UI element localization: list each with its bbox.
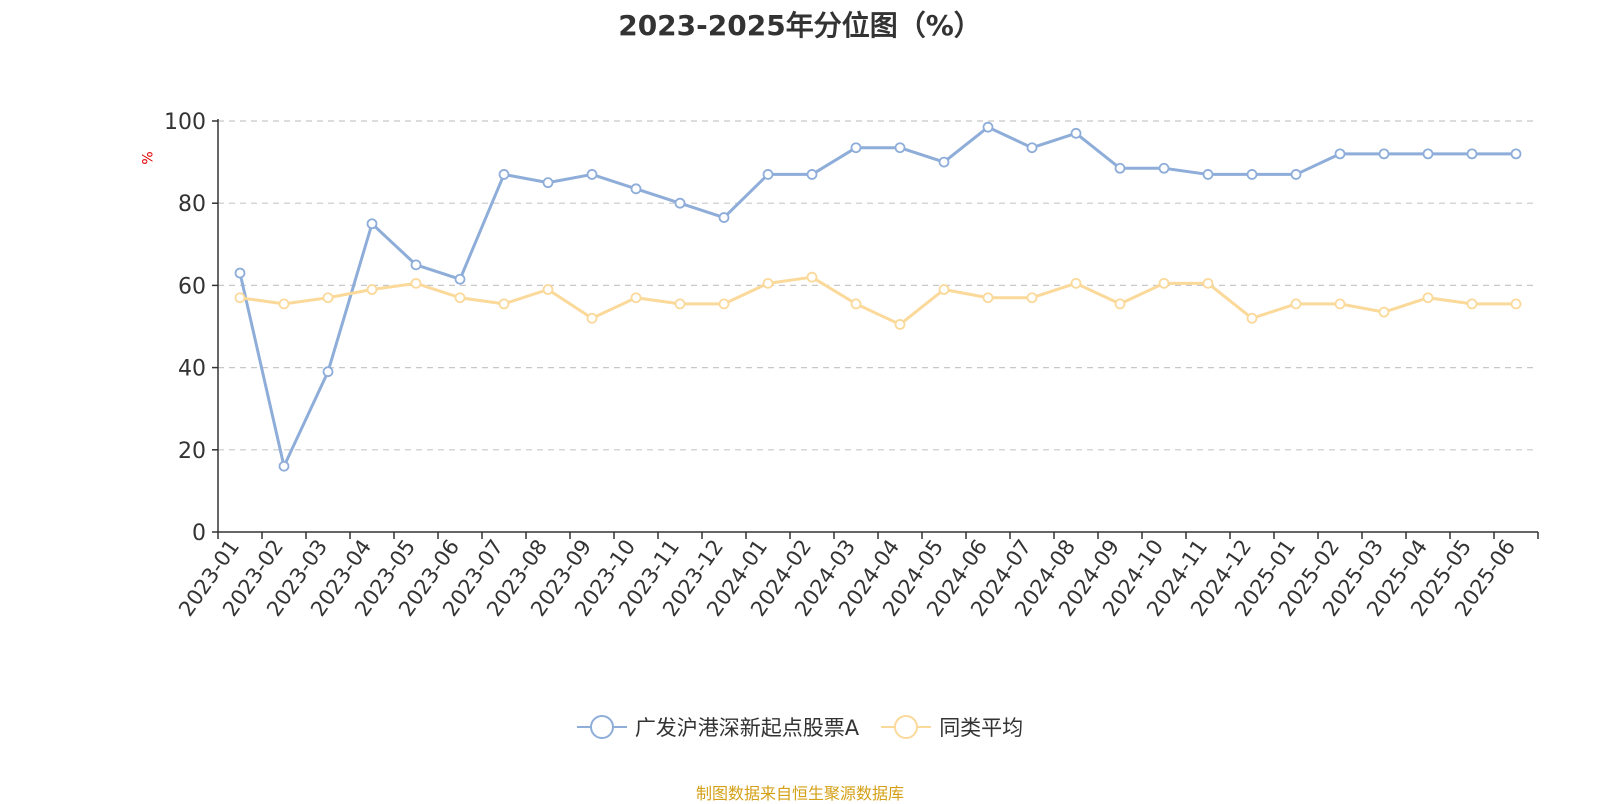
data-point — [806, 271, 818, 283]
data-point — [630, 292, 642, 304]
data-point — [1378, 148, 1390, 160]
data-point — [366, 284, 378, 295]
data-point — [410, 259, 422, 271]
data-point — [454, 292, 466, 304]
data-point — [762, 169, 774, 180]
chart-title: 2023-2025年分位图（%） — [618, 9, 982, 42]
data-point — [1158, 162, 1170, 174]
legend-swatch-icon — [576, 715, 627, 739]
data-point — [586, 169, 598, 180]
data-point — [1202, 277, 1214, 289]
data-point — [718, 212, 730, 223]
line-chart: 0 20 40 60 80 100 2023-012023-022023-032023-0… — [164, 110, 1539, 621]
data-point — [1466, 298, 1478, 310]
data-point — [410, 277, 422, 289]
gridlines — [218, 120, 1538, 451]
data-point — [1466, 148, 1478, 160]
data-point — [542, 177, 554, 189]
data-point — [982, 292, 994, 304]
y-tick-label: 100 — [164, 110, 206, 135]
data-point — [1510, 148, 1522, 160]
legend: 广发沪港深新起点股票A 同类平均 — [0, 712, 1600, 742]
data-point — [234, 267, 246, 279]
y-axis-ticks: 0 20 40 60 80 100 — [164, 110, 218, 546]
data-point — [1246, 312, 1258, 324]
data-point — [674, 197, 686, 209]
data-point — [1202, 169, 1214, 180]
data-point — [1114, 162, 1126, 174]
y-tick-label: 40 — [178, 357, 206, 382]
legend-label: 同类平均 — [939, 716, 1024, 740]
data-point — [1422, 292, 1434, 304]
y-tick-label: 20 — [178, 439, 206, 464]
data-point — [1070, 127, 1082, 139]
legend-item-series-0[interactable]: 广发沪港深新起点股票A — [576, 712, 860, 742]
legend-label: 广发沪港深新起点股票A — [634, 716, 860, 740]
data-point — [234, 292, 246, 304]
legend-swatch-icon — [881, 715, 932, 739]
data-point — [1334, 298, 1346, 310]
y-tick-label: 0 — [192, 521, 206, 546]
data-point — [498, 298, 510, 310]
data-point — [1114, 298, 1126, 310]
data-point — [1158, 277, 1170, 289]
data-point — [762, 277, 774, 289]
data-point — [1334, 148, 1346, 160]
data-point — [542, 284, 554, 295]
data-point — [718, 298, 730, 310]
data-point — [894, 142, 906, 154]
data-point — [498, 169, 510, 180]
axes — [217, 119, 1538, 533]
data-point — [806, 169, 818, 180]
data-point — [850, 298, 862, 310]
data-point — [674, 298, 686, 310]
data-point — [322, 366, 334, 378]
data-point — [322, 292, 334, 304]
data-point — [938, 284, 950, 295]
data-point — [366, 218, 378, 230]
data-point — [586, 312, 598, 324]
data-point — [1422, 148, 1434, 160]
series-line-0 — [238, 125, 1516, 468]
data-point — [894, 319, 906, 330]
data-point — [278, 298, 290, 310]
y-tick-label: 80 — [178, 192, 206, 217]
data-point — [1290, 298, 1302, 310]
data-point — [1070, 277, 1082, 289]
data-point — [454, 273, 466, 285]
data-point — [1026, 142, 1038, 154]
source-note: 制图数据来自恒生聚源数据库 — [695, 784, 904, 803]
data-point — [1510, 298, 1522, 310]
series-line-1 — [239, 275, 1516, 326]
data-point — [1246, 169, 1258, 180]
data-point — [938, 156, 950, 168]
data-point — [982, 121, 994, 133]
data-point — [278, 460, 290, 472]
data-point — [1290, 169, 1302, 180]
series-group — [234, 121, 1522, 472]
x-axis-ticks: 2023-012023-022023-032023-042023-052023-… — [174, 532, 1539, 621]
y-tick-label: 60 — [178, 274, 206, 299]
data-point — [1026, 292, 1038, 304]
data-point — [1378, 306, 1390, 318]
data-point — [850, 142, 862, 154]
data-point — [630, 183, 642, 195]
legend-item-series-1[interactable]: 同类平均 — [881, 712, 1023, 742]
